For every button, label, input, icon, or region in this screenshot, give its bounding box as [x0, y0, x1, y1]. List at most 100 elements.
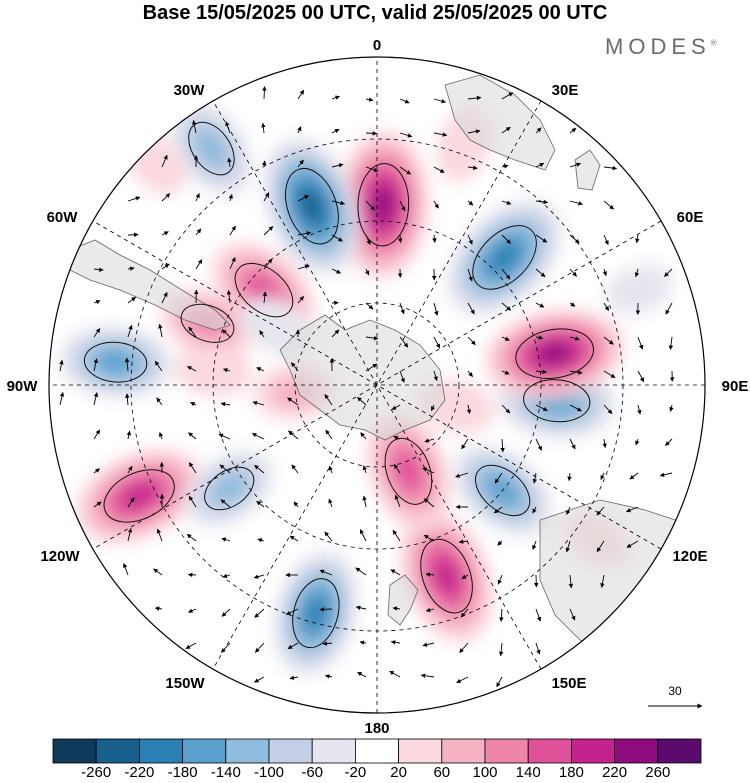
anomaly-region	[539, 343, 571, 364]
wind-arrow	[501, 200, 512, 205]
wind-arrow	[665, 438, 673, 446]
wind-arrow	[634, 268, 640, 278]
contour-line	[523, 379, 591, 423]
wind-arrow	[389, 670, 401, 678]
wind-arrow	[188, 495, 197, 508]
wind-arrow	[568, 574, 574, 589]
wind-arrow	[497, 540, 503, 546]
wind-arrow	[161, 154, 168, 168]
wind-arrow	[532, 540, 537, 550]
anomaly-region	[373, 188, 394, 222]
wind-arrow	[535, 302, 545, 308]
wind-arrow	[603, 302, 610, 311]
wind-arrow	[501, 404, 511, 414]
colorbar-swatch	[52, 738, 97, 764]
wind-arrow	[399, 132, 413, 138]
wind-arrow	[626, 540, 639, 548]
wind-arrow	[569, 438, 576, 450]
wind-arrow	[433, 200, 439, 209]
wind-arrow	[425, 607, 435, 613]
wind-arrow	[399, 200, 406, 212]
anomaly-region	[194, 128, 229, 169]
wind-arrow	[324, 394, 333, 406]
wind-arrow	[188, 326, 197, 338]
wind-arrow	[161, 291, 168, 304]
wind-arrow	[365, 363, 378, 372]
wind-arrow	[569, 234, 580, 244]
contour-line	[515, 328, 594, 379]
wind-arrow	[501, 370, 510, 375]
wind-arrow	[493, 506, 503, 514]
label-30w: 30W	[174, 82, 206, 99]
wind-arrow	[433, 166, 445, 173]
wind-arrow	[127, 465, 133, 474]
wind-arrow	[359, 640, 367, 645]
wind-arrow	[127, 196, 141, 202]
wind-arrow	[127, 266, 135, 271]
label-150e: 150E	[551, 675, 586, 692]
anomaly-region	[434, 558, 459, 594]
wind-arrow	[192, 119, 197, 134]
wind-arrow	[187, 366, 197, 372]
contour-line	[357, 163, 410, 247]
wind-arrow	[501, 164, 509, 169]
colorbar-tick-label: 20	[390, 764, 407, 781]
wind-arrow	[496, 676, 503, 688]
wind-arrow	[569, 302, 576, 307]
wind-arrow	[218, 433, 231, 440]
wind-arrow	[254, 642, 265, 653]
wind-arrow	[535, 369, 547, 375]
wind-arrow	[195, 193, 200, 202]
wind-arrow	[161, 231, 169, 236]
colorbar-tick-label: -20	[344, 764, 367, 781]
contour-line	[103, 469, 175, 523]
wind-arrow	[221, 537, 231, 542]
wind-arrow	[498, 642, 504, 657]
colorbar-tick-label: 180	[558, 764, 584, 781]
wind-arrow	[262, 291, 268, 304]
wind-arrow	[331, 268, 342, 274]
colorbar-tick-label: 140	[515, 764, 541, 781]
wind-arrow	[422, 642, 435, 647]
wind-arrow	[355, 605, 367, 611]
wind-arrow	[324, 674, 333, 679]
wind-arrow	[185, 642, 197, 649]
wind-arrow	[635, 438, 640, 446]
wind-arrow	[394, 494, 401, 508]
wind-arrow	[59, 391, 65, 406]
wind-arrow	[420, 673, 435, 678]
colorbar-tick-label: 100	[472, 764, 498, 781]
colorbar	[52, 738, 702, 764]
wind-arrow	[535, 404, 548, 412]
wind-arrow	[225, 121, 231, 134]
wind-arrow	[297, 195, 309, 202]
wind-arrow	[357, 396, 367, 406]
colorbar-swatch	[311, 738, 356, 764]
wind-arrow	[535, 608, 542, 622]
wind-arrow	[532, 506, 537, 514]
wind-arrow	[625, 506, 639, 513]
wind-arrow	[331, 95, 340, 100]
wind-arrow	[535, 268, 546, 278]
meridian-line	[212, 100, 542, 670]
wind-arrow	[467, 336, 476, 346]
wind-arrow	[290, 362, 299, 372]
wind-arrow	[156, 528, 163, 542]
wind-arrow	[535, 335, 544, 340]
colorbar-swatch	[657, 738, 702, 764]
wind-arrow	[287, 397, 299, 406]
wind-arrow	[289, 675, 299, 681]
wind-arrow	[399, 370, 405, 383]
label-90e: 90E	[722, 378, 749, 395]
map-disc	[49, 57, 705, 713]
wind-arrow	[297, 159, 304, 168]
wind-arrow	[293, 501, 299, 508]
wind-arrow	[156, 397, 163, 406]
wind-arrow	[365, 97, 374, 102]
wind-arrow	[93, 468, 100, 474]
wind-arrow	[664, 268, 673, 277]
wind-arrow	[596, 506, 605, 516]
wind-arrow	[227, 157, 232, 168]
wind-arrow	[153, 568, 163, 576]
wind-arrow	[365, 335, 379, 341]
